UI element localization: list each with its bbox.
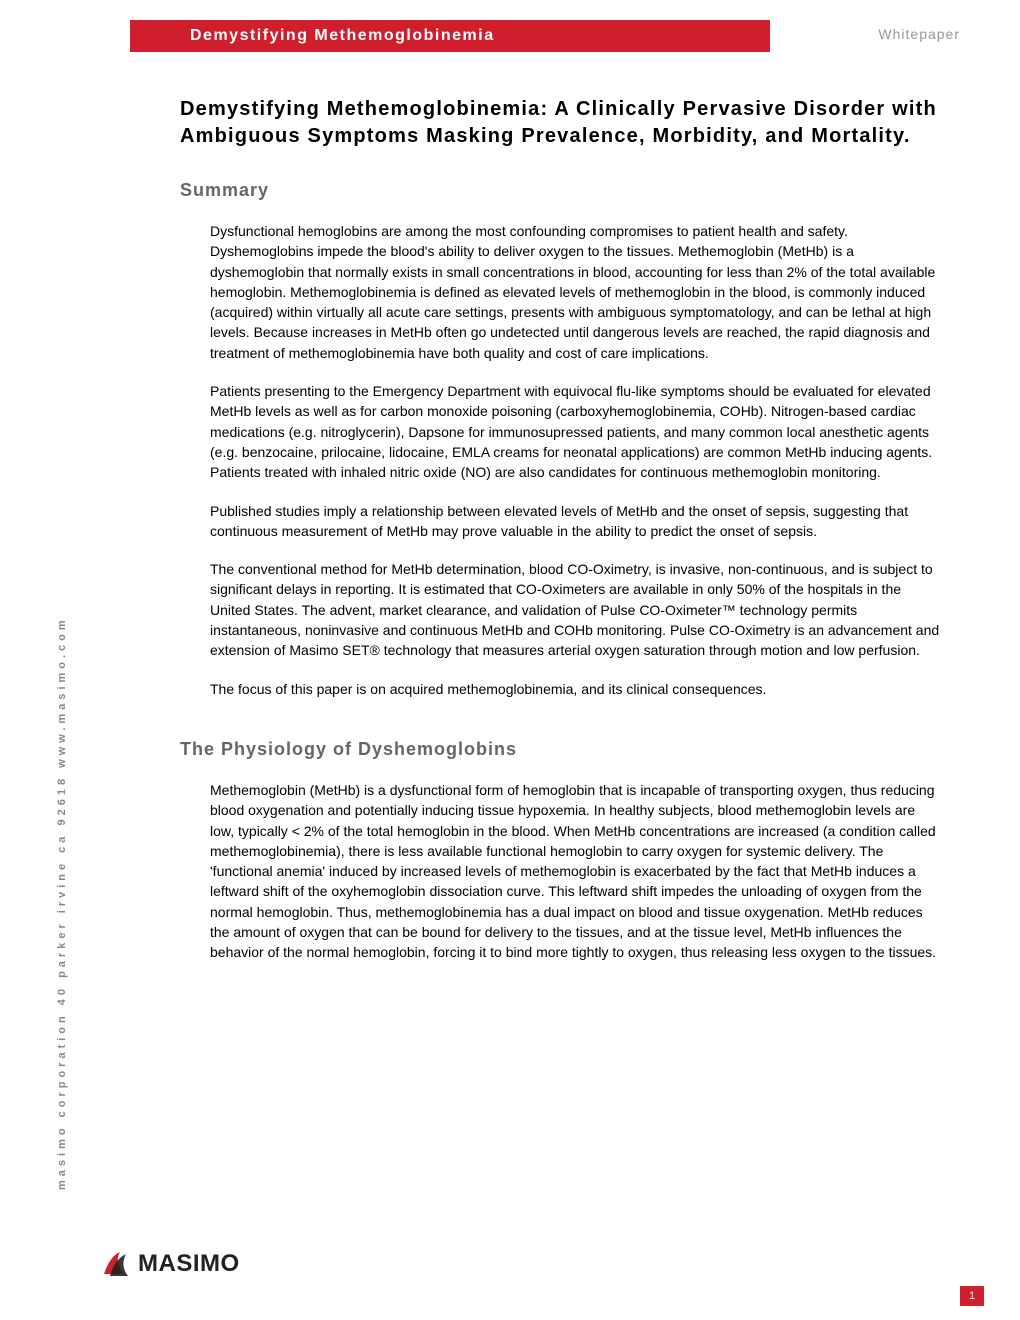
logo: MASIMO — [100, 1248, 240, 1280]
body-paragraph: The conventional method for MetHb determ… — [210, 559, 940, 660]
section-heading-summary: Summary — [180, 180, 940, 201]
logo-text: MASIMO — [138, 1250, 240, 1278]
body-paragraph: Patients presenting to the Emergency Dep… — [210, 381, 940, 482]
body-paragraph: The focus of this paper is on acquired m… — [210, 679, 940, 699]
body-paragraph: Dysfunctional hemoglobins are among the … — [210, 221, 940, 363]
main-content: Demystifying Methemoglobinemia: A Clinic… — [180, 96, 940, 981]
page-number: 1 — [960, 1286, 984, 1306]
page-number-value: 1 — [969, 1290, 975, 1302]
body-paragraph: Methemoglobin (MetHb) is a dysfunctional… — [210, 780, 940, 963]
document-type-label: Whitepaper — [878, 26, 960, 42]
body-paragraph: Published studies imply a relationship b… — [210, 501, 940, 542]
header-title: Demystifying Methemoglobinemia — [190, 27, 495, 45]
sidebar-company-info: masimo corporation 40 parker irvine ca 9… — [56, 616, 68, 1190]
header-bar: Demystifying Methemoglobinemia — [130, 20, 770, 52]
logo-swoosh-icon — [100, 1248, 132, 1280]
page-title: Demystifying Methemoglobinemia: A Clinic… — [180, 96, 940, 150]
section-heading-physiology: The Physiology of Dyshemoglobins — [180, 739, 940, 760]
